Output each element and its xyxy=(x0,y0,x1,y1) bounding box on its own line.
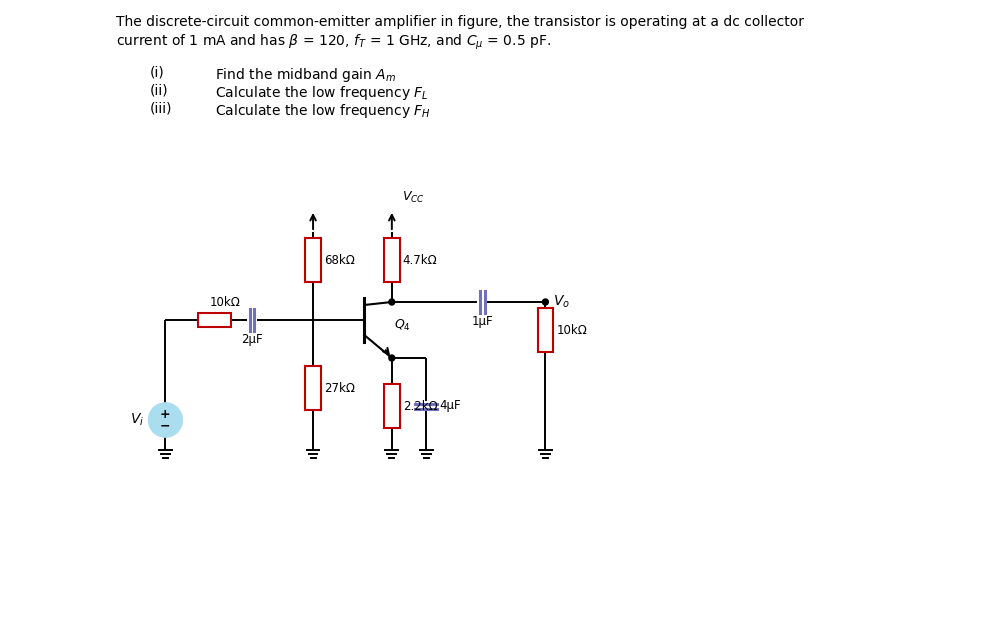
Text: 4.7kΩ: 4.7kΩ xyxy=(402,253,438,266)
Bar xyxy=(198,313,232,327)
Circle shape xyxy=(149,403,182,437)
Text: +: + xyxy=(160,409,171,422)
Text: (ii): (ii) xyxy=(150,84,169,98)
Bar xyxy=(384,384,399,428)
Text: $V_o$: $V_o$ xyxy=(553,294,570,310)
Text: Find the midband gain $A_m$: Find the midband gain $A_m$ xyxy=(215,66,395,84)
Text: $Q_4$: $Q_4$ xyxy=(393,317,410,333)
Bar xyxy=(384,238,399,282)
Bar xyxy=(306,366,320,410)
Text: 68kΩ: 68kΩ xyxy=(323,253,355,266)
Text: 4μF: 4μF xyxy=(439,399,460,412)
Text: 1μF: 1μF xyxy=(471,315,493,328)
Text: Calculate the low frequency $F_L$: Calculate the low frequency $F_L$ xyxy=(215,84,428,102)
Text: 2.2kΩ: 2.2kΩ xyxy=(402,399,438,412)
Text: Calculate the low frequency $F_H$: Calculate the low frequency $F_H$ xyxy=(215,102,431,120)
Circle shape xyxy=(388,355,394,361)
Text: $V_i$: $V_i$ xyxy=(129,412,144,428)
Text: (iii): (iii) xyxy=(150,102,173,116)
Bar xyxy=(537,308,553,352)
Text: −: − xyxy=(160,420,171,432)
Text: current of 1 mA and has $\beta$ = 120, $f_T$ = 1 GHz, and $C_\mu$ = 0.5 pF.: current of 1 mA and has $\beta$ = 120, $… xyxy=(116,33,551,52)
Text: $V_{CC}$: $V_{CC}$ xyxy=(402,190,425,205)
Text: 2μF: 2μF xyxy=(242,333,263,346)
Text: (i): (i) xyxy=(150,66,165,80)
Bar xyxy=(306,238,320,282)
Circle shape xyxy=(388,299,394,305)
Text: 10kΩ: 10kΩ xyxy=(210,296,241,309)
Text: 27kΩ: 27kΩ xyxy=(323,381,355,394)
Text: The discrete-circuit common-emitter amplifier in figure, the transistor is opera: The discrete-circuit common-emitter ampl… xyxy=(116,15,805,29)
Text: 10kΩ: 10kΩ xyxy=(556,324,587,337)
Circle shape xyxy=(542,299,548,305)
